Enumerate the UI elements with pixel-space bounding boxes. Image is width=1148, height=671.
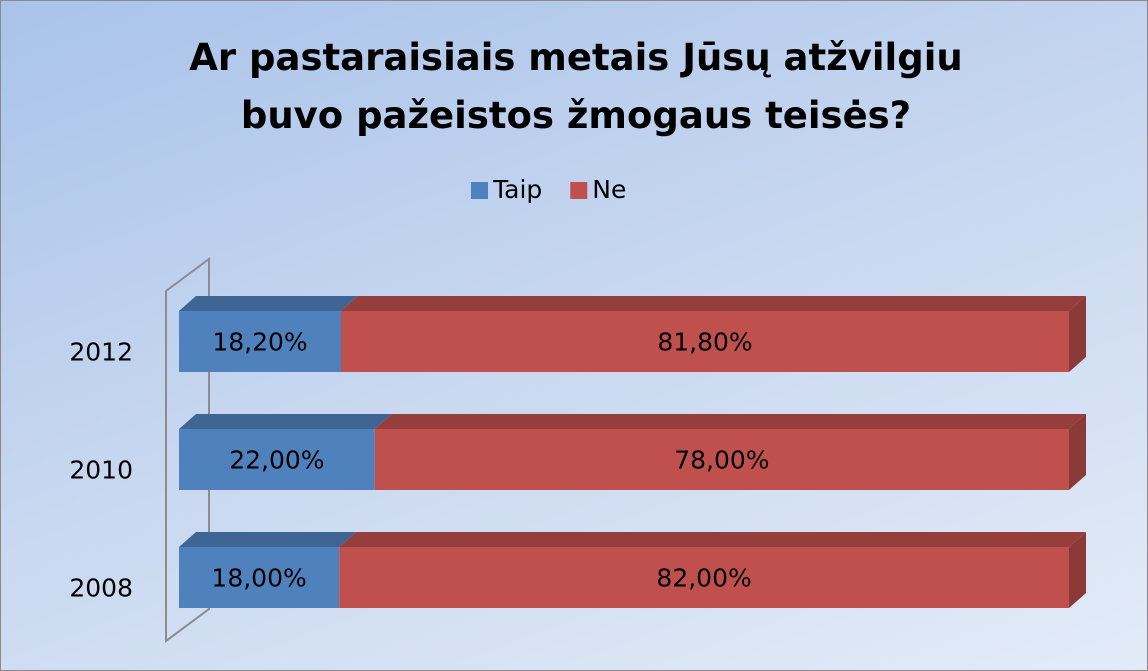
bar-top: [340, 296, 1087, 311]
data-label: 18,00%: [211, 564, 306, 593]
bar: [339, 547, 1069, 608]
bar: [179, 547, 340, 608]
data-label: 18,20%: [212, 328, 307, 357]
data-label: 22,00%: [229, 446, 324, 475]
bar-side: [1069, 296, 1086, 372]
bar-top: [179, 296, 358, 311]
bar: [179, 311, 341, 372]
y-tick-label: 2010: [69, 456, 133, 485]
back-wall: [165, 257, 210, 643]
bar-top: [179, 532, 357, 547]
bar-top: [179, 414, 392, 429]
chart-title: Ar pastaraisiais metais Jūsų atžvilgiu b…: [189, 36, 963, 137]
data-label: 81,80%: [657, 328, 752, 357]
bar: [374, 429, 1069, 490]
bar: [179, 429, 375, 490]
bar: [340, 311, 1070, 372]
y-tick-label: 2012: [69, 338, 133, 367]
bar-top: [374, 414, 1086, 429]
bar-side: [1069, 414, 1086, 490]
legend-swatch: [570, 182, 588, 199]
bar-top: [339, 532, 1086, 547]
legend-swatch: [471, 182, 488, 199]
legend-label: Ne: [592, 175, 626, 204]
bar-side: [1069, 532, 1086, 608]
data-label: 82,00%: [656, 564, 751, 593]
data-label: 78,00%: [674, 446, 769, 475]
y-tick-label: 2008: [69, 574, 133, 603]
legend-label: Taip: [492, 175, 542, 204]
